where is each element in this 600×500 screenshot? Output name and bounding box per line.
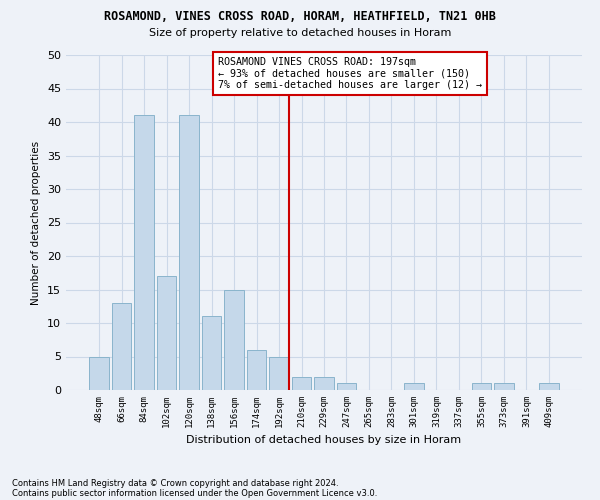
Bar bbox=[269, 356, 289, 390]
Bar bbox=[202, 316, 221, 390]
Bar bbox=[539, 384, 559, 390]
Bar bbox=[494, 384, 514, 390]
Bar bbox=[89, 356, 109, 390]
Bar bbox=[224, 290, 244, 390]
Text: Contains public sector information licensed under the Open Government Licence v3: Contains public sector information licen… bbox=[12, 488, 377, 498]
Bar bbox=[134, 116, 154, 390]
X-axis label: Distribution of detached houses by size in Horam: Distribution of detached houses by size … bbox=[187, 436, 461, 446]
Bar bbox=[247, 350, 266, 390]
Y-axis label: Number of detached properties: Number of detached properties bbox=[31, 140, 41, 304]
Bar bbox=[337, 384, 356, 390]
Bar bbox=[292, 376, 311, 390]
Text: Size of property relative to detached houses in Horam: Size of property relative to detached ho… bbox=[149, 28, 451, 38]
Bar bbox=[179, 116, 199, 390]
Bar bbox=[404, 384, 424, 390]
Bar bbox=[314, 376, 334, 390]
Text: ROSAMOND VINES CROSS ROAD: 197sqm
← 93% of detached houses are smaller (150)
7% : ROSAMOND VINES CROSS ROAD: 197sqm ← 93% … bbox=[218, 56, 482, 90]
Bar bbox=[157, 276, 176, 390]
Text: Contains HM Land Registry data © Crown copyright and database right 2024.: Contains HM Land Registry data © Crown c… bbox=[12, 478, 338, 488]
Bar bbox=[472, 384, 491, 390]
Bar bbox=[112, 303, 131, 390]
Text: ROSAMOND, VINES CROSS ROAD, HORAM, HEATHFIELD, TN21 0HB: ROSAMOND, VINES CROSS ROAD, HORAM, HEATH… bbox=[104, 10, 496, 23]
